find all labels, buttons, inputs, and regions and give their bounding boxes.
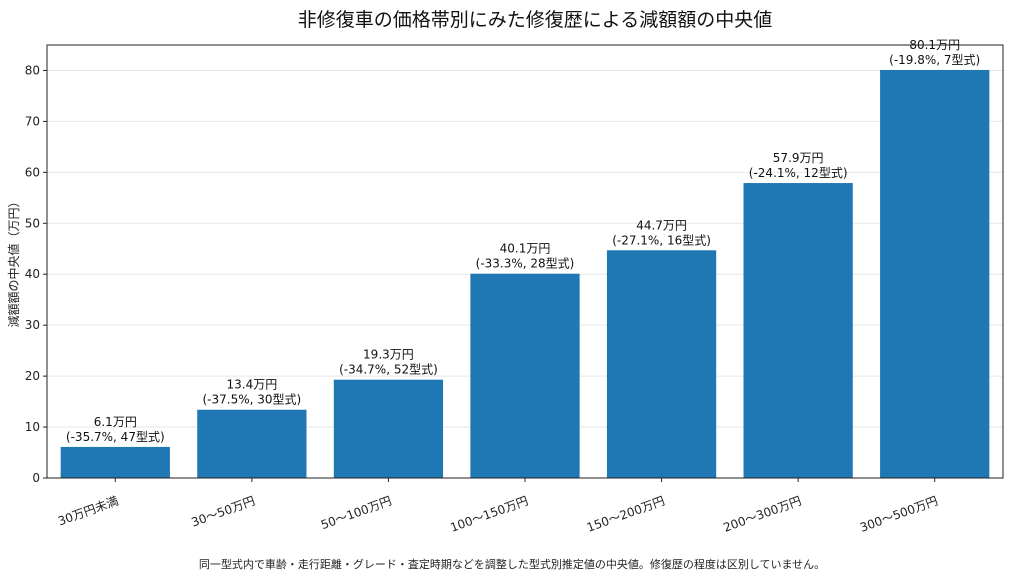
data-label-detail: (-35.7%, 47型式) <box>66 430 165 444</box>
y-tick-label: 70 <box>25 114 40 128</box>
data-label-value: 57.9万円 <box>773 151 824 165</box>
data-label-detail: (-24.1%, 12型式) <box>749 166 848 180</box>
x-tick-label: 50〜100万円 <box>319 494 394 533</box>
data-label-detail: (-19.8%, 7型式) <box>889 53 980 67</box>
data-label-value: 6.1万円 <box>94 415 137 429</box>
y-tick-label: 40 <box>25 267 40 281</box>
data-label-detail: (-27.1%, 16型式) <box>612 233 711 247</box>
plot-frame <box>46 44 1004 479</box>
data-label-value: 40.1万円 <box>500 242 551 256</box>
bar <box>60 446 170 478</box>
data-label-value: 13.4万円 <box>226 378 277 392</box>
x-tick-label: 100〜150万円 <box>448 494 530 535</box>
y-tick-label: 30 <box>25 318 40 332</box>
y-tick-label: 20 <box>25 369 40 383</box>
bar <box>743 183 853 478</box>
bar <box>333 379 444 478</box>
data-labels-group: 6.1万円(-35.7%, 47型式) 13.4万円(-37.5%, 30型式) 1… <box>66 38 980 444</box>
data-label-detail: (-37.5%, 30型式) <box>202 393 301 407</box>
bar <box>197 409 307 478</box>
bar <box>606 250 717 478</box>
bars-group <box>60 69 990 478</box>
bar <box>880 69 990 478</box>
x-tick-label: 300〜500万円 <box>858 494 940 535</box>
x-tick-label: 30〜50万円 <box>190 494 257 530</box>
y-axis-label: 減額額の中央値（万円） <box>6 195 21 327</box>
data-label-value: 19.3万円 <box>363 348 414 362</box>
data-label-detail: (-33.3%, 28型式) <box>476 257 575 271</box>
chart-title: 非修復車の価格帯別にみた修復歴による減額額の中央値 <box>298 9 772 31</box>
x-tick-label: 150〜200万円 <box>585 494 667 535</box>
bar <box>470 273 580 478</box>
x-tick-label: 30万円未満 <box>56 494 120 529</box>
x-tick-label: 200〜300万円 <box>722 494 804 535</box>
y-axis-ticks: 0 10 20 30 40 50 60 70 80 <box>25 63 47 485</box>
data-label-detail: (-34.7%, 52型式) <box>339 363 438 377</box>
x-axis-ticks: 30万円未満 30〜50万円 50〜100万円 100〜150万円 150〜200万円 2… <box>56 478 940 535</box>
y-tick-label: 50 <box>25 216 40 230</box>
footnote: 同一型式内で車齢・走行距離・グレード・査定時期などを調整した型式別推定値の中央値… <box>198 558 826 571</box>
y-tick-label: 10 <box>25 420 40 434</box>
y-tick-label: 60 <box>25 165 40 179</box>
data-label-value: 44.7万円 <box>636 218 687 232</box>
y-tick-label: 80 <box>25 63 40 77</box>
y-tick-label: 0 <box>32 471 40 485</box>
